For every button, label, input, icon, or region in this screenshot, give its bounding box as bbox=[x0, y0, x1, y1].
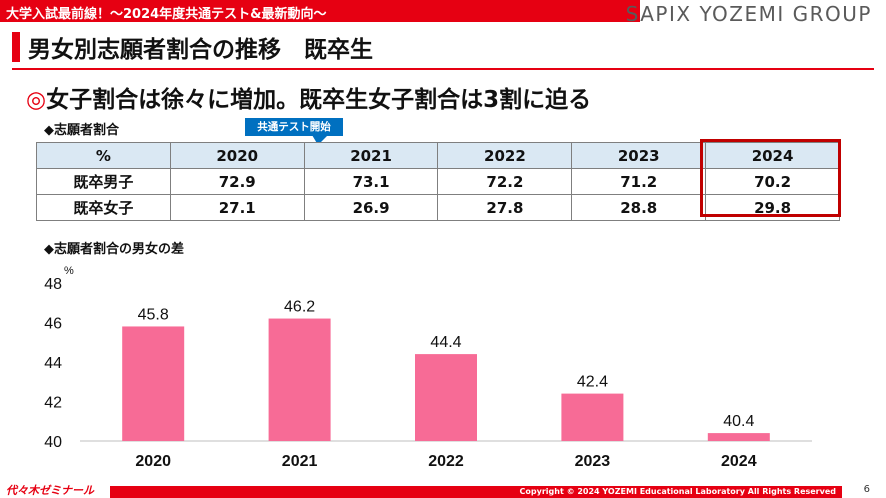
table-cell: 72.2 bbox=[437, 168, 573, 195]
y-tick-label: 42 bbox=[44, 395, 62, 412]
row-label: 既卒男子 bbox=[36, 168, 171, 195]
copyright: Copyright © 2024 YOZEMI Educational Labo… bbox=[519, 487, 836, 496]
table-cell: 28.8 bbox=[571, 194, 707, 221]
table-header-cell: 2022 bbox=[437, 142, 573, 169]
ratio-table: % 2020 2021 2022 2023 2024 既卒男子 72.9 73.… bbox=[36, 142, 840, 221]
table-heading: ◆志願者割合 bbox=[44, 123, 119, 138]
table-header-row: % 2020 2021 2022 2023 2024 bbox=[36, 142, 840, 169]
headline: ◎女子割合は徐々に増加。既卒生女子割合は3割に迫る bbox=[26, 80, 591, 114]
slide-title: 男女別志願者割合の推移 既卒生 bbox=[28, 37, 373, 63]
callout-pointer bbox=[312, 135, 328, 145]
headline-text: 女子割合は徐々に増加。既卒生女子割合は3割に迫る bbox=[46, 87, 592, 113]
row-label: 既卒女子 bbox=[36, 194, 171, 221]
bar-2023 bbox=[561, 393, 624, 441]
data-label: 45.8 bbox=[138, 306, 169, 323]
table-header-cell: 2021 bbox=[303, 142, 439, 169]
data-label: 40.4 bbox=[723, 413, 754, 430]
bar-2020 bbox=[122, 326, 185, 441]
table-cell: 70.2 bbox=[705, 168, 840, 195]
table-header-cell: 2020 bbox=[169, 142, 305, 169]
table-cell: 71.2 bbox=[571, 168, 707, 195]
bar-2022 bbox=[415, 354, 477, 441]
x-tick-label: 2022 bbox=[428, 453, 464, 470]
gender-gap-bar-chart: 40 42 44 46 48% 45.8 2020 46.2 2021 44.4 2022 42.4 2… bbox=[44, 265, 812, 470]
data-label: 46.2 bbox=[284, 299, 315, 316]
y-unit-label: % bbox=[64, 265, 74, 277]
bar-2021 bbox=[268, 318, 331, 441]
page-number: 6 bbox=[863, 484, 870, 495]
y-tick-label: 46 bbox=[44, 316, 62, 333]
footer-bar bbox=[110, 486, 842, 498]
title-underline bbox=[12, 68, 874, 70]
table-row: 既卒男子 72.9 73.1 72.2 71.2 70.2 bbox=[36, 168, 840, 195]
table-cell: 73.1 bbox=[303, 168, 439, 195]
table-header-cell: 2023 bbox=[571, 142, 707, 169]
table-cell: 27.1 bbox=[169, 194, 305, 221]
y-tick-label: 44 bbox=[44, 355, 62, 372]
footer-logo: 代々木ゼミナール bbox=[6, 484, 94, 497]
x-tick-label: 2024 bbox=[721, 453, 757, 470]
x-tick-label: 2021 bbox=[282, 453, 318, 470]
table-cell: 26.9 bbox=[303, 194, 439, 221]
top-banner: 大学入試最前線！～2024年度共通テスト&最新動向～ bbox=[0, 0, 640, 22]
y-tick-label: 40 bbox=[44, 434, 62, 451]
table-cell: 72.9 bbox=[169, 168, 305, 195]
table-cell: 27.8 bbox=[437, 194, 573, 221]
callout-label: 共通テスト開始 bbox=[245, 118, 343, 136]
table-header-cell: % bbox=[36, 142, 171, 169]
x-tick-label: 2020 bbox=[135, 453, 171, 470]
title-accent-bar bbox=[12, 32, 20, 62]
x-tick-label: 2023 bbox=[575, 453, 611, 470]
series-title: 大学入試最前線！～2024年度共通テスト&最新動向～ bbox=[6, 7, 327, 22]
headline-mark: ◎ bbox=[26, 87, 47, 113]
brand-logo: SAPIX YOZEMI GROUP bbox=[625, 2, 872, 26]
bar-2024 bbox=[707, 433, 770, 441]
y-tick-label: 48 bbox=[44, 276, 62, 293]
data-label: 44.4 bbox=[430, 334, 461, 351]
highlight-2024-frame bbox=[700, 139, 841, 217]
data-label: 42.4 bbox=[577, 374, 608, 391]
chart-heading: ◆志願者割合の男女の差 bbox=[44, 242, 184, 257]
table-header-cell: 2024 bbox=[705, 142, 840, 169]
